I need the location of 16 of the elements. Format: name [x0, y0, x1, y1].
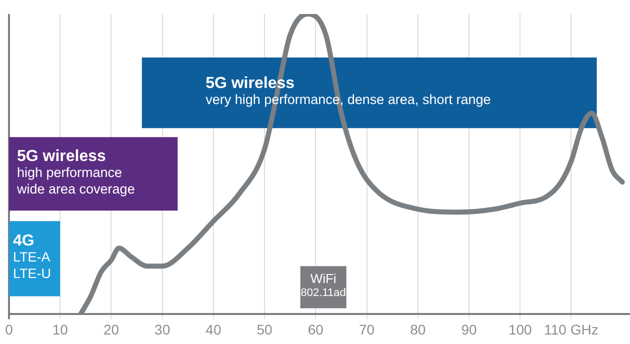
x-tick-label: 90: [461, 321, 477, 338]
x-tick-label: 10: [52, 321, 68, 338]
x-tick-label: 0: [5, 321, 14, 338]
x-tick-label: 80: [410, 321, 426, 338]
x-tick-label: 110 GHz: [544, 321, 598, 338]
x-tick-label: 30: [154, 321, 170, 338]
x-tick-label: 40: [206, 321, 222, 338]
x-tick-label: 20: [103, 321, 120, 338]
band-label: 5G wireless high performance wide area coverage: [16, 148, 135, 196]
band-label: 5G wireless very high performance, dense area, short range: [206, 74, 491, 108]
x-tick-label: 50: [256, 321, 273, 338]
x-tick-label: 100: [508, 321, 532, 338]
x-tick-label: 70: [358, 321, 375, 338]
band-label: 4G LTE-A LTE-U: [13, 232, 52, 282]
band-label: WiFi 802.11ad: [300, 270, 346, 300]
x-tick-label: 60: [308, 321, 324, 338]
